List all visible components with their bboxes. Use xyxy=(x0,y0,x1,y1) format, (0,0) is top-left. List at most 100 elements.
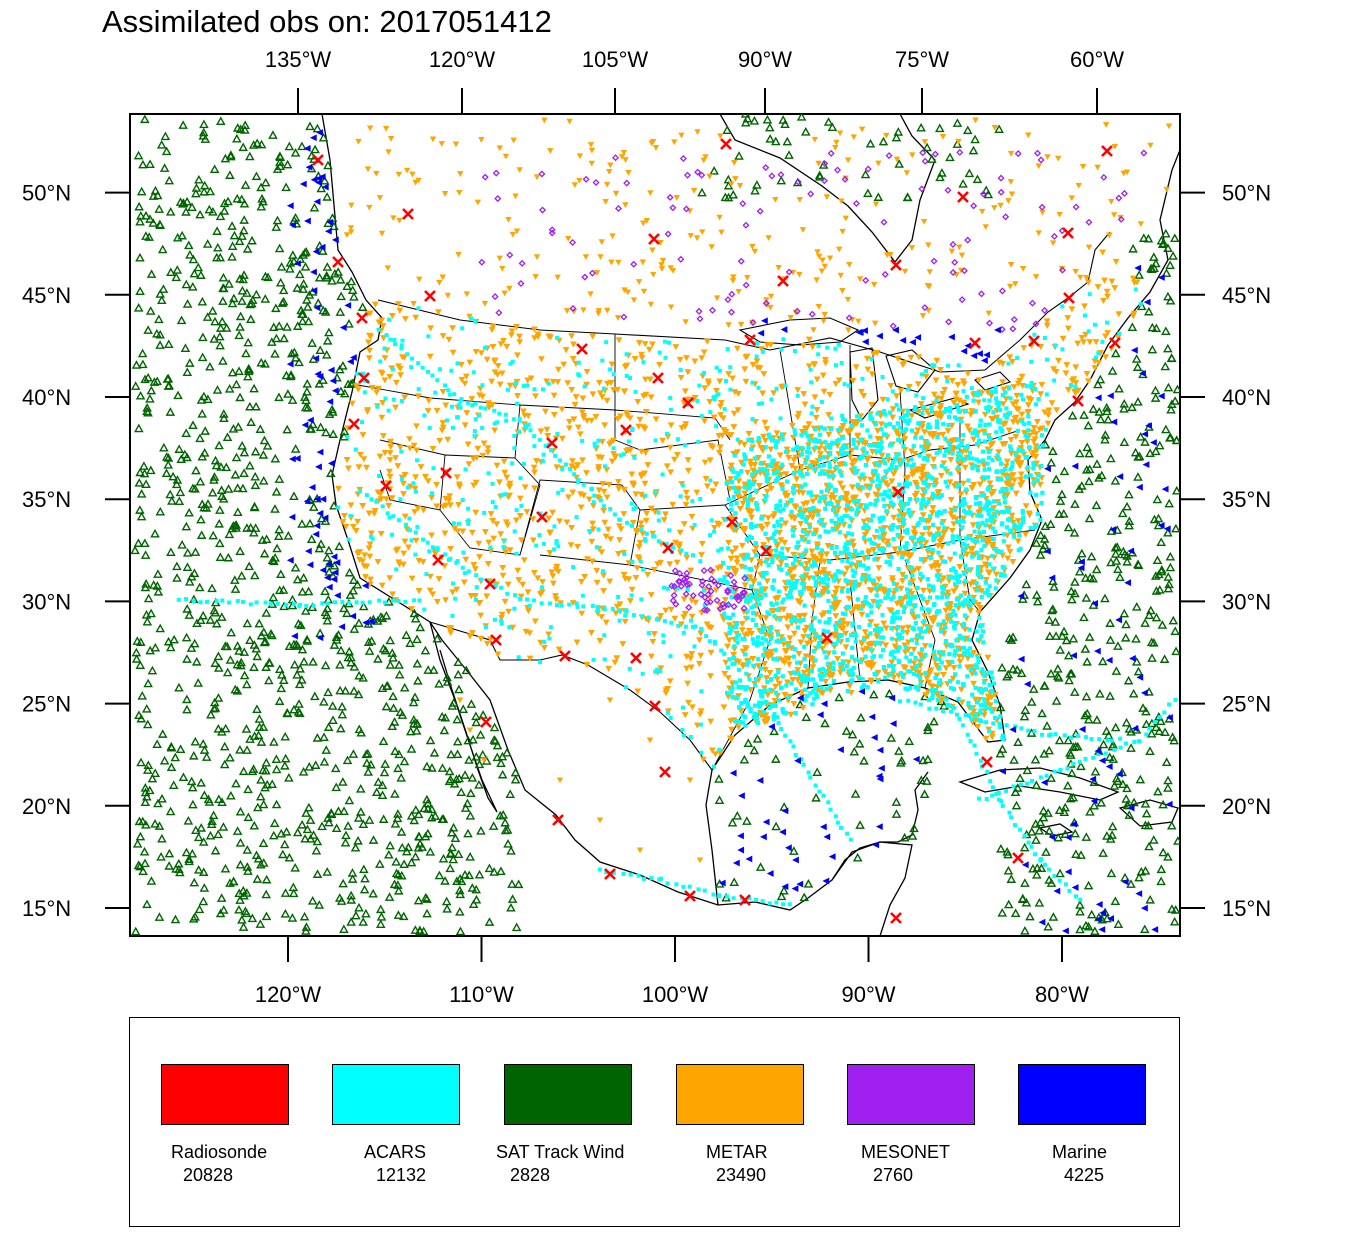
sat-track-wind-marker xyxy=(425,735,436,745)
acars-marker xyxy=(727,625,733,630)
sat-track-wind-marker xyxy=(133,860,144,870)
metar-marker xyxy=(387,136,395,142)
acars-marker xyxy=(964,394,969,399)
metar-marker xyxy=(644,571,652,578)
sat-track-wind-marker xyxy=(505,789,516,799)
sat-track-wind-marker xyxy=(315,345,326,354)
metar-marker xyxy=(501,598,509,605)
acars-marker xyxy=(970,456,975,461)
sat-track-wind-marker xyxy=(1079,410,1089,419)
sat-track-wind-marker xyxy=(339,603,349,613)
sat-track-wind-marker xyxy=(175,744,186,754)
metar-marker xyxy=(751,248,759,255)
metar-marker xyxy=(788,575,796,582)
metar-marker xyxy=(722,428,730,436)
sat-track-wind-marker xyxy=(199,186,209,196)
sat-track-wind-marker xyxy=(145,306,156,315)
sat-track-wind-marker xyxy=(1103,414,1113,424)
sat-track-wind-marker xyxy=(1153,513,1164,523)
acars-marker xyxy=(979,493,984,498)
metar-marker xyxy=(506,547,514,554)
metar-marker xyxy=(523,509,531,516)
sat-track-wind-marker xyxy=(188,750,199,760)
sat-track-wind-marker xyxy=(1067,410,1078,420)
sat-track-wind-marker xyxy=(157,244,168,254)
metar-marker xyxy=(1115,311,1123,318)
metar-marker xyxy=(473,454,481,461)
metar-marker xyxy=(730,274,737,281)
metar-marker xyxy=(633,565,641,572)
metar-marker xyxy=(823,585,831,592)
acars-marker xyxy=(861,446,866,451)
acars-marker xyxy=(802,656,807,661)
sat-track-wind-marker xyxy=(256,357,266,367)
metar-marker xyxy=(342,523,350,530)
metar-marker xyxy=(1102,333,1109,340)
sat-track-wind-marker xyxy=(222,641,232,651)
sat-track-wind-marker xyxy=(1018,594,1028,603)
sat-track-wind-marker xyxy=(195,476,206,486)
sat-track-wind-marker xyxy=(252,704,262,713)
metar-marker xyxy=(379,323,387,330)
metar-marker xyxy=(456,190,463,196)
metar-marker xyxy=(715,522,723,529)
acars-marker xyxy=(903,686,908,691)
sat-track-wind-marker xyxy=(327,276,337,285)
sat-track-wind-marker xyxy=(409,718,419,728)
metar-marker xyxy=(803,560,811,568)
sat-track-wind-marker xyxy=(1101,402,1112,412)
metar-marker xyxy=(730,652,738,659)
metar-marker xyxy=(403,167,411,174)
sat-track-wind-marker xyxy=(169,634,179,644)
metar-marker xyxy=(607,439,615,446)
sat-track-wind-marker xyxy=(199,119,209,129)
acars-marker xyxy=(830,527,835,532)
sat-track-wind-marker xyxy=(1117,508,1128,518)
sat-track-wind-marker xyxy=(811,792,821,802)
sat-track-wind-marker xyxy=(133,150,144,160)
sat-track-wind-marker xyxy=(1166,820,1177,830)
sat-track-wind-marker xyxy=(143,760,154,769)
metar-marker xyxy=(1072,268,1079,275)
sat-track-wind-marker xyxy=(393,910,404,919)
metar-marker xyxy=(967,607,974,615)
sat-track-wind-marker xyxy=(962,125,973,135)
sat-track-wind-marker xyxy=(474,869,485,879)
acars-marker xyxy=(773,548,779,553)
metar-marker xyxy=(442,597,449,604)
sat-track-wind-marker xyxy=(162,374,173,383)
metar-marker xyxy=(693,235,701,242)
metar-marker xyxy=(996,359,1003,366)
sat-track-wind-marker xyxy=(1111,556,1122,565)
sat-track-wind-marker xyxy=(1082,442,1093,452)
metar-marker xyxy=(462,556,470,563)
metar-marker xyxy=(530,570,538,577)
sat-track-wind-marker xyxy=(177,230,187,240)
sat-track-wind-marker xyxy=(183,240,194,250)
metar-marker xyxy=(489,323,497,330)
acars-marker xyxy=(817,439,822,444)
metar-marker xyxy=(396,561,403,568)
metar-marker xyxy=(770,390,778,397)
metar-marker xyxy=(588,630,595,637)
cuba-coastline xyxy=(958,767,1120,801)
metar-marker xyxy=(889,414,897,421)
sat-track-wind-marker xyxy=(181,521,192,531)
metar-marker xyxy=(1065,386,1072,394)
metar-marker xyxy=(811,136,819,143)
sat-track-wind-marker xyxy=(235,745,245,754)
metar-marker xyxy=(785,661,793,668)
metar-marker xyxy=(527,375,535,382)
sat-track-wind-marker xyxy=(387,648,398,657)
metar-marker xyxy=(925,307,932,314)
sat-track-wind-marker xyxy=(209,703,219,713)
sat-track-wind-marker xyxy=(219,759,230,769)
metar-marker xyxy=(498,615,505,622)
sat-track-wind-marker xyxy=(401,630,412,639)
sat-track-wind-marker xyxy=(142,791,152,801)
acars-marker xyxy=(780,436,785,442)
sat-track-wind-marker xyxy=(1082,656,1092,666)
metar-marker xyxy=(1010,477,1018,484)
metar-marker xyxy=(776,452,784,459)
metar-marker xyxy=(538,356,545,363)
